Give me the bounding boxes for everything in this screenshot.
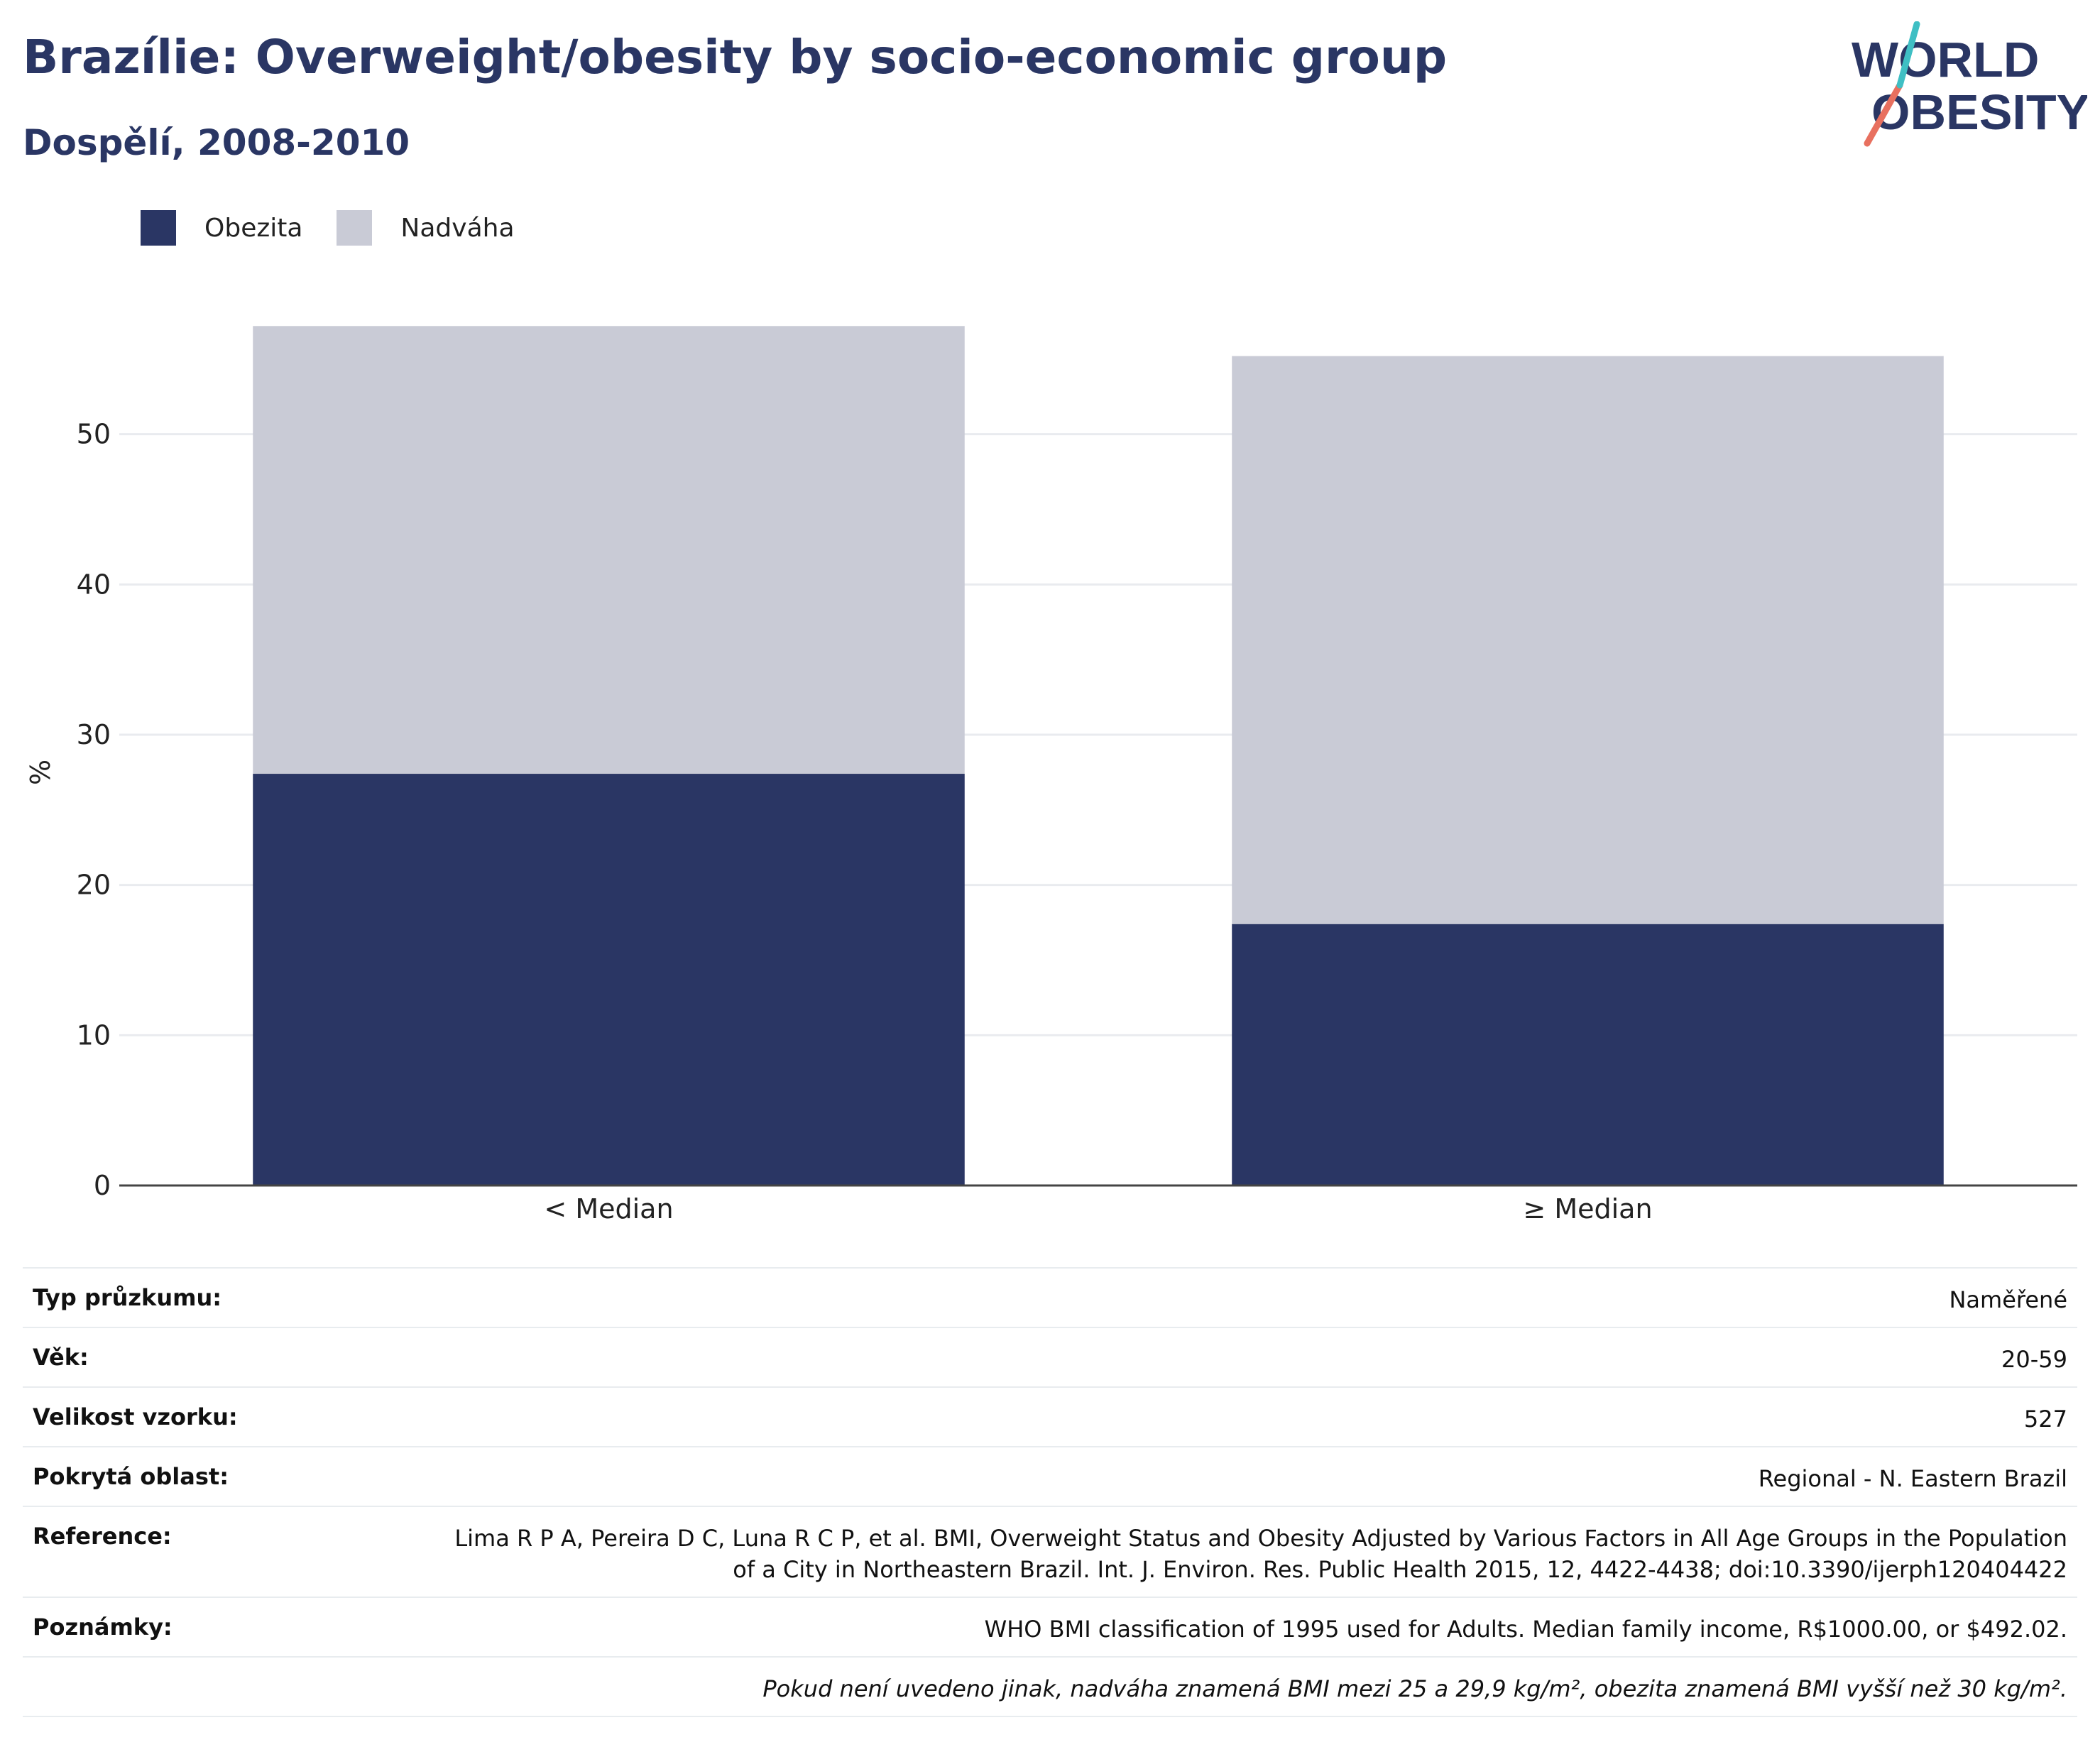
info-row-sample-size: Velikost vzorku: 527 bbox=[23, 1386, 2077, 1446]
y-tick-label: 50 bbox=[77, 419, 111, 450]
y-tick-label: 20 bbox=[77, 870, 111, 901]
chart-legend: Obezita Nadváha bbox=[141, 210, 549, 246]
info-value: Naměřené bbox=[1949, 1286, 2067, 1313]
info-label: Reference: bbox=[33, 1523, 172, 1550]
info-row-survey-type: Typ průzkumu: Naměřené bbox=[23, 1267, 2077, 1327]
info-value: Regional - N. Eastern Brazil bbox=[1758, 1465, 2067, 1492]
info-label: Pokrytá oblast: bbox=[33, 1463, 229, 1490]
legend-swatch-obezita bbox=[141, 210, 176, 246]
info-label: Velikost vzorku: bbox=[33, 1403, 238, 1430]
legend-label-obezita: Obezita bbox=[204, 213, 303, 243]
info-value: WHO BMI classification of 1995 used for … bbox=[984, 1616, 2067, 1643]
logo-line2: OBESITY bbox=[1871, 84, 2087, 140]
world-obesity-logo: WORLD OBESITY bbox=[1852, 21, 2087, 147]
logo-line1: WORLD bbox=[1852, 32, 2039, 87]
info-value: 527 bbox=[2023, 1406, 2067, 1433]
legend-swatch-nadvaha bbox=[337, 210, 373, 246]
bar-obezita bbox=[1232, 924, 1944, 1185]
y-tick-label: 40 bbox=[77, 569, 111, 600]
bar-nadvaha bbox=[1232, 356, 1944, 924]
x-tick-label: < Median bbox=[544, 1193, 673, 1225]
info-value: 20-59 bbox=[2001, 1346, 2067, 1373]
legend-item-obezita[interactable]: Obezita bbox=[141, 210, 302, 246]
info-row-area: Pokrytá oblast: Regional - N. Eastern Br… bbox=[23, 1446, 2077, 1506]
info-label: Věk: bbox=[33, 1344, 89, 1371]
page-subtitle: Dospělí, 2008-2010 bbox=[23, 122, 410, 163]
info-row-reference: Reference: Lima R P A, Pereira D C, Luna… bbox=[23, 1506, 2077, 1597]
legend-item-nadvaha[interactable]: Nadváha bbox=[337, 210, 515, 246]
footnote-text: Pokud není uvedeno jinak, nadváha znamen… bbox=[762, 1675, 2067, 1702]
info-row-notes: Poznámky: WHO BMI classification of 1995… bbox=[23, 1597, 2077, 1656]
info-row-age: Věk: 20-59 bbox=[23, 1327, 2077, 1386]
bar-chart: 0 10 20 30 40 50% < Median ≥ Median bbox=[25, 326, 2077, 1225]
y-tick-label: 0 bbox=[94, 1170, 111, 1201]
bar-obezita bbox=[253, 774, 965, 1185]
info-row-footnote: Pokud není uvedeno jinak, nadváha znamen… bbox=[23, 1656, 2077, 1717]
bar-nadvaha bbox=[253, 326, 965, 774]
y-axis-label: % bbox=[25, 760, 56, 785]
info-label: Poznámky: bbox=[33, 1614, 173, 1641]
survey-info-table: Typ průzkumu: Naměřené Věk: 20-59 Veliko… bbox=[23, 1267, 2077, 1717]
info-value: Lima R P A, Pereira D C, Luna R C P, et … bbox=[454, 1525, 2067, 1583]
y-tick-label: 10 bbox=[77, 1019, 111, 1051]
page-title: Brazílie: Overweight/obesity by socio-ec… bbox=[23, 30, 1448, 84]
legend-label-nadvaha: Nadváha bbox=[400, 213, 515, 243]
info-label: Typ průzkumu: bbox=[33, 1284, 222, 1311]
y-tick-label: 30 bbox=[77, 719, 111, 750]
x-tick-label: ≥ Median bbox=[1523, 1193, 1652, 1225]
